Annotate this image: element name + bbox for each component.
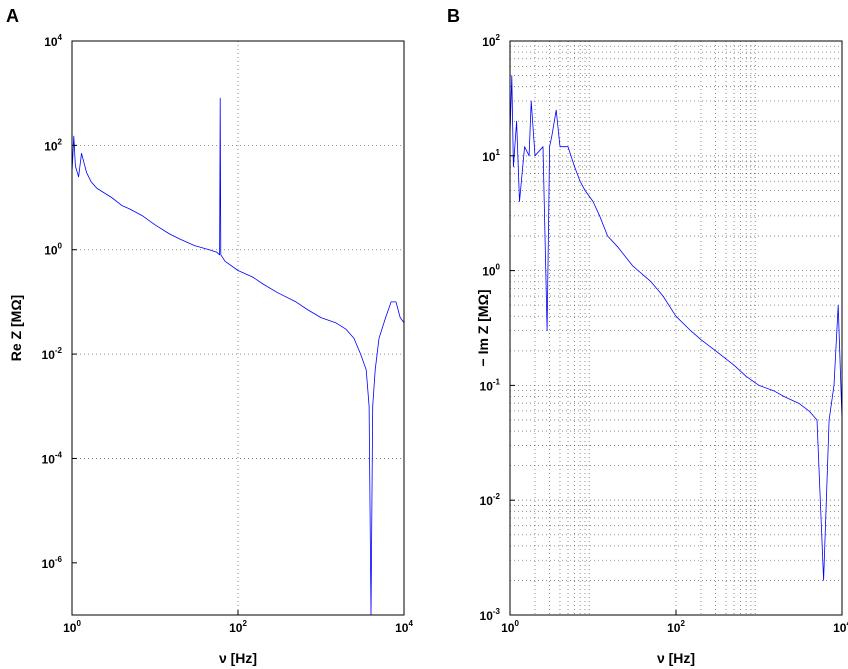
x-tick-label: 100	[63, 619, 81, 635]
y-tick-label: 10-2	[480, 492, 501, 508]
x-tick-label: 104	[833, 619, 848, 635]
y-tick-label: 102	[482, 33, 500, 49]
y-tick-label: 10-3	[480, 607, 501, 623]
panel-b-y-axis-label: − Im Z [MΩ]	[475, 290, 491, 367]
panel-a-re-z-trace	[71, 97, 405, 616]
panel-a-axes-frame	[71, 40, 405, 616]
y-tick-label: 102	[44, 137, 62, 153]
y-tick-label: 10-2	[42, 346, 63, 362]
panel-b-x-axis-label: ν [Hz]	[657, 650, 695, 666]
x-tick-label: 102	[229, 619, 247, 635]
panel-a-letter: A	[6, 6, 19, 26]
x-tick-label: 100	[501, 619, 519, 635]
x-tick-label: 102	[667, 619, 685, 635]
panel-a-grid	[72, 41, 404, 615]
panel-b-ticks: 100 102 104 10-3 10-2 10-1 100 101 102	[480, 33, 848, 635]
panel-a-x-axis-label: ν [Hz]	[219, 650, 257, 666]
panel-a-y-axis-label: Re Z [MΩ]	[8, 295, 24, 361]
y-tick-label: 10-1	[480, 377, 501, 393]
y-tick-label: 101	[482, 148, 500, 164]
x-tick-label: 104	[395, 619, 413, 635]
y-tick-label: 10-6	[42, 555, 63, 571]
y-tick-label: 104	[44, 33, 62, 49]
panel-b-grid	[510, 41, 842, 615]
y-tick-label: 10-4	[42, 450, 63, 466]
y-tick-label: 100	[482, 263, 500, 279]
panel-a-ticks: 100 102 104 10-6 10-4 10-2 100 102 104	[42, 33, 414, 635]
panel-b-letter: B	[447, 6, 460, 26]
panel-b-axes-frame	[509, 40, 843, 616]
y-tick-label: 100	[44, 242, 62, 258]
panel-b-im-z-trace	[509, 75, 843, 581]
